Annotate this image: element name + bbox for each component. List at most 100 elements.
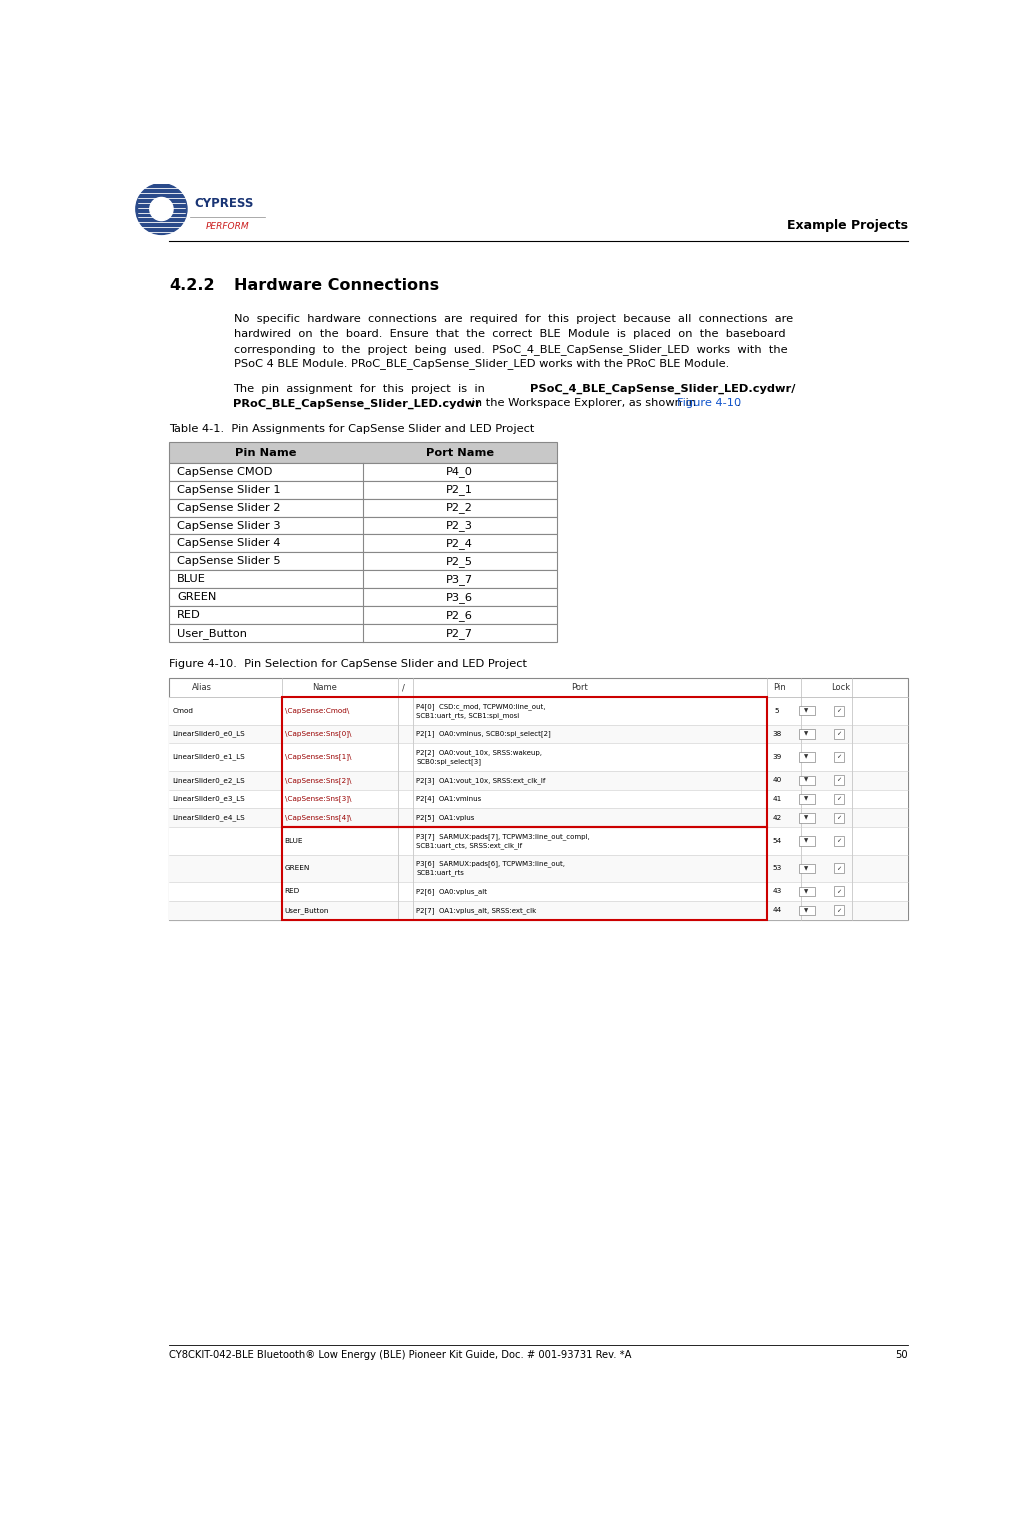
Text: ✓: ✓ bbox=[836, 907, 841, 913]
Text: ▼: ▼ bbox=[804, 708, 808, 713]
Text: ▼: ▼ bbox=[804, 815, 808, 820]
Text: No  specific  hardware  connections  are  required  for  this  project  because : No specific hardware connections are req… bbox=[233, 315, 793, 324]
Text: P3[7]  SARMUX:pads[7], TCPWM3:line_out_compl,: P3[7] SARMUX:pads[7], TCPWM3:line_out_co… bbox=[417, 832, 590, 840]
Text: \CapSense:Sns[0]\: \CapSense:Sns[0]\ bbox=[285, 731, 352, 737]
Bar bbox=[281, 698, 767, 828]
Bar bbox=[834, 728, 844, 739]
Bar bbox=[169, 442, 557, 462]
Text: BLUE: BLUE bbox=[177, 574, 206, 584]
Bar bbox=[799, 814, 814, 823]
Text: ✓: ✓ bbox=[836, 777, 841, 783]
Text: P2_6: P2_6 bbox=[446, 610, 473, 621]
Text: ▼: ▼ bbox=[804, 866, 808, 871]
Text: SCB0:spi_select[3]: SCB0:spi_select[3] bbox=[417, 759, 481, 765]
Text: P2[1]  OA0:vminus, SCB0:spi_select[2]: P2[1] OA0:vminus, SCB0:spi_select[2] bbox=[417, 731, 552, 737]
Bar bbox=[799, 906, 814, 915]
Text: P2_1: P2_1 bbox=[446, 483, 473, 496]
Text: \CapSense:Sns[2]\: \CapSense:Sns[2]\ bbox=[285, 777, 352, 783]
Text: 54: 54 bbox=[772, 838, 781, 845]
Text: in the Workspace Explorer, as shown in: in the Workspace Explorer, as shown in bbox=[467, 398, 699, 409]
Text: 53: 53 bbox=[772, 866, 781, 871]
Bar bbox=[799, 753, 814, 762]
Text: Figure 4-10: Figure 4-10 bbox=[676, 398, 741, 409]
Bar bbox=[169, 606, 557, 624]
Bar bbox=[799, 730, 814, 739]
Text: User_Button: User_Button bbox=[285, 907, 329, 913]
Text: Example Projects: Example Projects bbox=[787, 219, 907, 233]
Text: SCB1:uart_rts: SCB1:uart_rts bbox=[417, 869, 464, 877]
Text: Cmod: Cmod bbox=[172, 708, 193, 715]
Text: 43: 43 bbox=[772, 889, 781, 895]
Text: 39: 39 bbox=[772, 754, 781, 760]
Text: ✓: ✓ bbox=[836, 731, 841, 736]
Text: CapSense Slider 3: CapSense Slider 3 bbox=[177, 520, 280, 531]
Bar bbox=[169, 517, 557, 534]
Bar bbox=[834, 886, 844, 897]
Text: ✓: ✓ bbox=[836, 708, 841, 713]
Text: Alias: Alias bbox=[192, 684, 211, 692]
Text: 4.2.2: 4.2.2 bbox=[169, 277, 214, 292]
Bar bbox=[799, 776, 814, 785]
Text: The  pin  assignment  for  this  project  is  in: The pin assignment for this project is i… bbox=[233, 384, 493, 393]
Text: ✓: ✓ bbox=[836, 838, 841, 843]
Text: 41: 41 bbox=[772, 796, 781, 802]
Text: BLUE: BLUE bbox=[285, 838, 303, 845]
Text: ▼: ▼ bbox=[804, 754, 808, 759]
Text: P2[5]  OA1:vplus: P2[5] OA1:vplus bbox=[417, 814, 474, 822]
Text: SCB1:uart_rts, SCB1:spi_mosi: SCB1:uart_rts, SCB1:spi_mosi bbox=[417, 711, 520, 719]
Bar bbox=[169, 480, 557, 499]
Text: Figure 4-10.  Pin Selection for CapSense Slider and LED Project: Figure 4-10. Pin Selection for CapSense … bbox=[169, 659, 527, 669]
Text: 42: 42 bbox=[772, 815, 781, 822]
Bar bbox=[169, 789, 907, 808]
Text: ▼: ▼ bbox=[804, 731, 808, 736]
Text: ▼: ▼ bbox=[804, 797, 808, 802]
Text: CapSense Slider 4: CapSense Slider 4 bbox=[177, 539, 280, 548]
Text: CapSense Slider 5: CapSense Slider 5 bbox=[177, 557, 280, 566]
Bar bbox=[834, 753, 844, 762]
Bar bbox=[834, 776, 844, 785]
Text: PRoC_BLE_CapSense_Slider_LED.cydwr: PRoC_BLE_CapSense_Slider_LED.cydwr bbox=[233, 398, 481, 409]
Text: PERFORM: PERFORM bbox=[205, 222, 250, 231]
Bar bbox=[169, 678, 907, 920]
Bar bbox=[834, 812, 844, 823]
Text: ✓: ✓ bbox=[836, 866, 841, 871]
Text: RED: RED bbox=[177, 610, 201, 620]
Text: ✓: ✓ bbox=[836, 754, 841, 759]
Bar bbox=[799, 837, 814, 846]
Circle shape bbox=[136, 184, 187, 234]
Bar bbox=[169, 744, 907, 771]
Text: CY8CKIT-042-BLE Bluetooth® Low Energy (BLE) Pioneer Kit Guide, Doc. # 001-93731 : CY8CKIT-042-BLE Bluetooth® Low Energy (B… bbox=[169, 1349, 632, 1360]
Text: 40: 40 bbox=[772, 777, 781, 783]
Bar bbox=[169, 462, 557, 480]
Circle shape bbox=[149, 197, 173, 220]
Bar bbox=[834, 835, 844, 846]
Text: LinearSlider0_e2_LS: LinearSlider0_e2_LS bbox=[172, 777, 245, 783]
Text: Port Name: Port Name bbox=[426, 447, 494, 457]
Text: LinearSlider0_e0_LS: LinearSlider0_e0_LS bbox=[172, 731, 245, 737]
Bar bbox=[799, 707, 814, 716]
Bar bbox=[169, 855, 907, 881]
Text: P4_0: P4_0 bbox=[446, 467, 473, 477]
Bar bbox=[834, 863, 844, 874]
Text: \CapSense:Sns[1]\: \CapSense:Sns[1]\ bbox=[285, 754, 352, 760]
Bar bbox=[169, 552, 557, 571]
Text: CapSense Slider 1: CapSense Slider 1 bbox=[177, 485, 280, 494]
Text: corresponding  to  the  project  being  used.  PSoC_4_BLE_CapSense_Slider_LED  w: corresponding to the project being used.… bbox=[233, 344, 787, 355]
Bar bbox=[834, 794, 844, 805]
Bar bbox=[169, 828, 907, 855]
Text: ▼: ▼ bbox=[804, 838, 808, 843]
Text: P2[4]  OA1:vminus: P2[4] OA1:vminus bbox=[417, 796, 481, 802]
Text: .: . bbox=[736, 398, 740, 409]
Text: 38: 38 bbox=[772, 731, 781, 737]
Bar bbox=[281, 828, 767, 920]
Bar bbox=[169, 881, 907, 901]
Text: RED: RED bbox=[285, 889, 300, 895]
Text: \CapSense:Cmod\: \CapSense:Cmod\ bbox=[285, 708, 350, 715]
Text: P3_7: P3_7 bbox=[446, 574, 473, 584]
Text: P2_4: P2_4 bbox=[446, 539, 473, 549]
Bar bbox=[169, 725, 907, 744]
Text: 50: 50 bbox=[895, 1349, 907, 1360]
Text: P2_3: P2_3 bbox=[446, 520, 473, 531]
Text: PSoC 4 BLE Module. PRoC_BLE_CapSense_Slider_LED works with the PRoC BLE Module.: PSoC 4 BLE Module. PRoC_BLE_CapSense_Sli… bbox=[233, 358, 729, 369]
Bar bbox=[834, 906, 844, 915]
